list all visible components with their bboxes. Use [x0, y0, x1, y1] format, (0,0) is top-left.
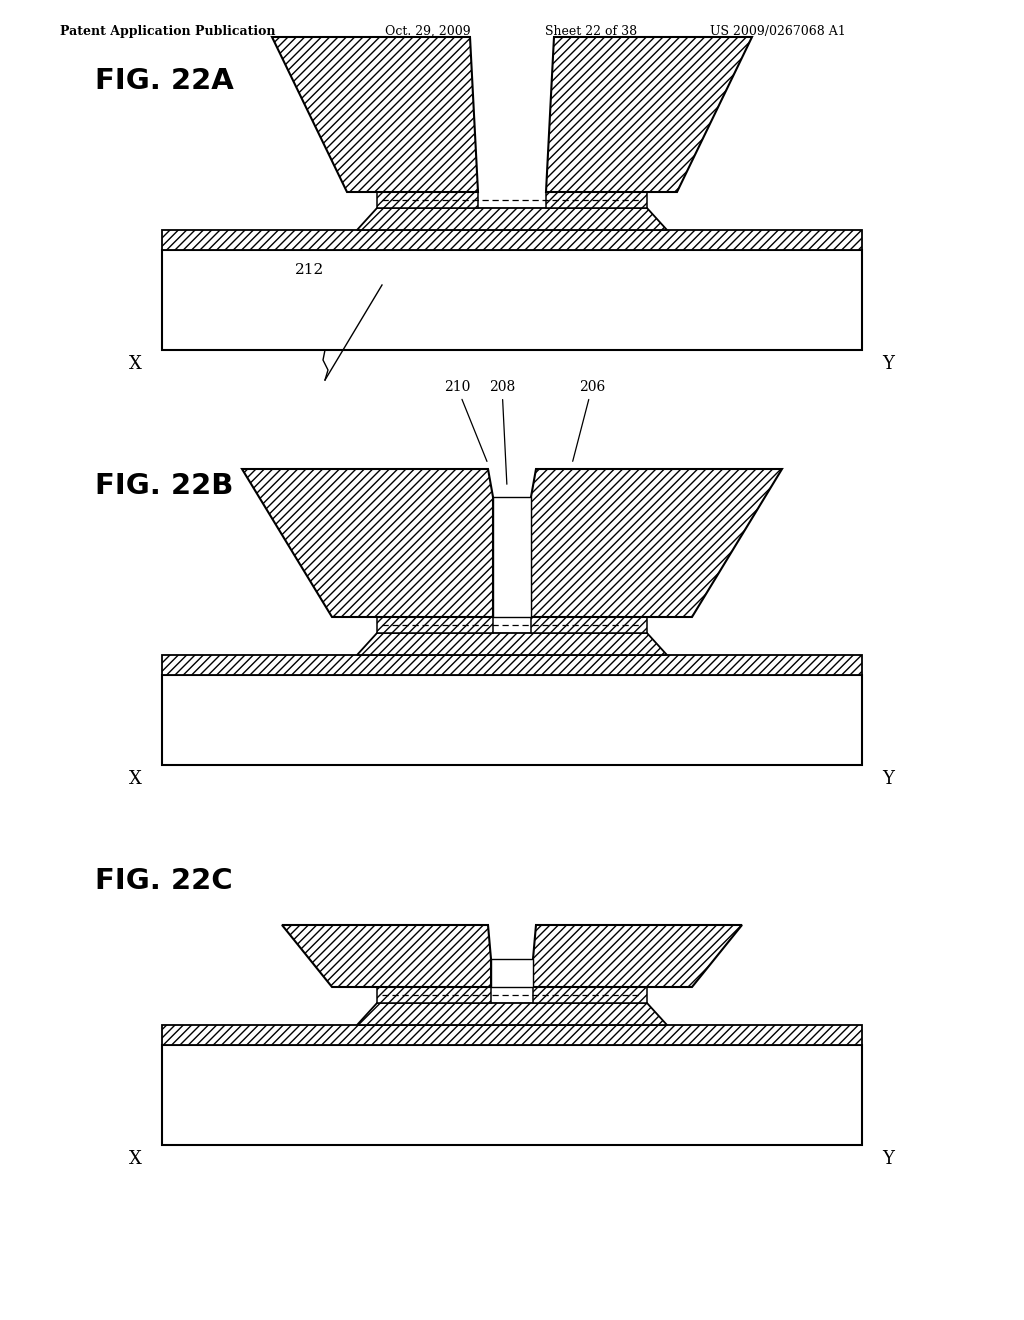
Text: 206: 206 [572, 380, 605, 461]
Polygon shape [377, 191, 478, 209]
Polygon shape [242, 469, 493, 616]
Text: FIG. 22B: FIG. 22B [95, 473, 233, 500]
Polygon shape [534, 987, 647, 1003]
Bar [162, 1026, 862, 1045]
Polygon shape [357, 634, 667, 655]
Polygon shape [531, 469, 782, 616]
Polygon shape [377, 616, 493, 634]
Bar [162, 230, 862, 249]
Bar [162, 1045, 862, 1144]
Bar [162, 249, 862, 350]
Polygon shape [357, 1003, 667, 1026]
Polygon shape [272, 37, 478, 191]
Text: X: X [129, 1150, 142, 1168]
Text: Sheet 22 of 38: Sheet 22 of 38 [545, 25, 637, 38]
Text: X: X [129, 355, 142, 374]
Text: 210: 210 [443, 380, 487, 462]
Polygon shape [282, 925, 490, 987]
Text: 208: 208 [488, 380, 515, 484]
Text: FIG. 22A: FIG. 22A [95, 67, 233, 95]
Text: Y: Y [882, 1150, 894, 1168]
Text: Y: Y [882, 770, 894, 788]
Bar [162, 675, 862, 766]
Polygon shape [534, 925, 742, 987]
Polygon shape [531, 616, 647, 634]
Text: Patent Application Publication: Patent Application Publication [60, 25, 275, 38]
Text: 212: 212 [295, 263, 325, 277]
Bar [490, 960, 534, 987]
Text: FIG. 22C: FIG. 22C [95, 867, 232, 895]
Polygon shape [546, 37, 752, 191]
Polygon shape [546, 191, 647, 209]
Polygon shape [377, 987, 490, 1003]
Text: X: X [129, 770, 142, 788]
Text: US 2009/0267068 A1: US 2009/0267068 A1 [710, 25, 846, 38]
Polygon shape [357, 209, 667, 230]
Bar [493, 498, 531, 616]
Text: Y: Y [882, 355, 894, 374]
Text: Oct. 29, 2009: Oct. 29, 2009 [385, 25, 471, 38]
Bar [162, 655, 862, 675]
